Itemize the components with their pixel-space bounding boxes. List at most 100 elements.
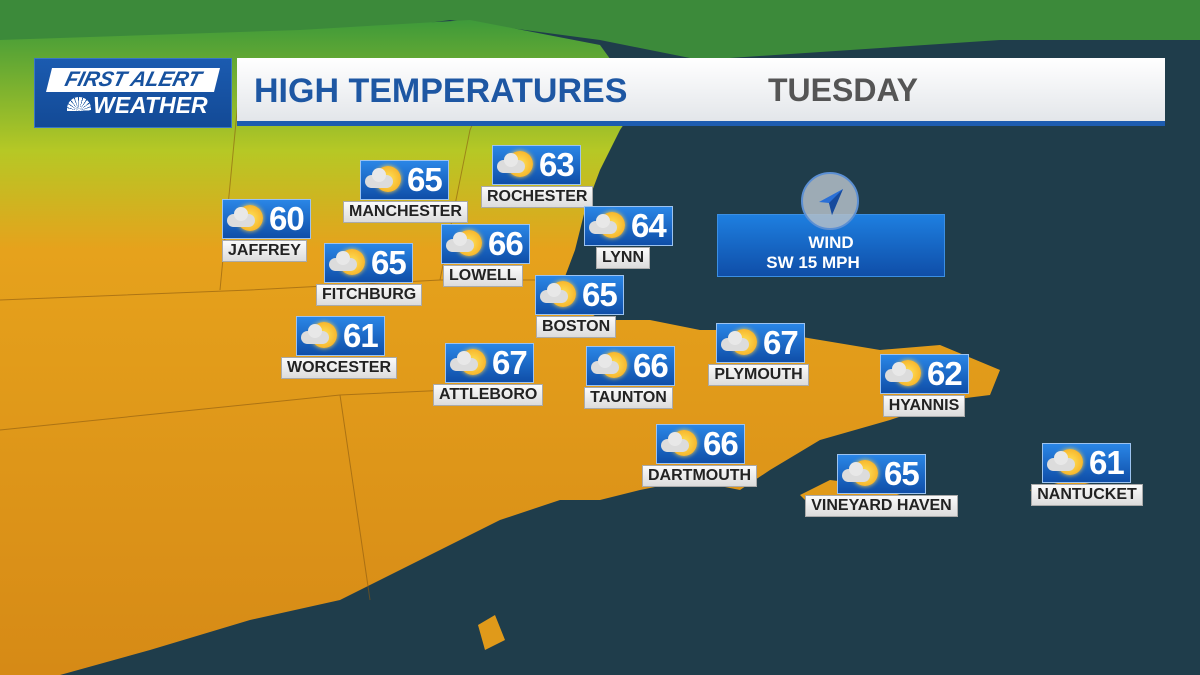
city-marker: 65 (360, 160, 449, 200)
city-label-wrap: VINEYARD HAVEN (799, 494, 964, 517)
city-marker: 65 (837, 454, 926, 494)
temperature-box: 66 (586, 346, 675, 386)
city-name: LYNN (595, 247, 651, 269)
city-marker: 67 (445, 343, 534, 383)
city-marker: 65 (324, 243, 413, 283)
city-marker: 67 (716, 323, 805, 363)
city-label-wrap: WORCESTER (281, 356, 397, 379)
city-label-wrap: BOSTON (536, 315, 617, 338)
city-marker: 61 (296, 316, 385, 356)
city-marker: 63 (492, 145, 581, 185)
city-temperature: 66 (488, 225, 524, 262)
forecast-day: TUESDAY (768, 72, 918, 108)
partly-cloudy-icon (538, 279, 578, 311)
city-temperature: 66 (703, 425, 739, 462)
partly-cloudy-icon (589, 350, 629, 382)
temperature-box: 63 (492, 145, 581, 185)
city-name: HYANNIS (882, 395, 966, 417)
partly-cloudy-icon (883, 358, 923, 390)
temperature-box: 67 (445, 343, 534, 383)
city-marker: 66 (656, 424, 745, 464)
city-temperature: 67 (492, 344, 528, 381)
peacock-icon (67, 97, 91, 111)
city-name: PLYMOUTH (708, 364, 809, 386)
city-name: LOWELL (443, 265, 523, 287)
city-marker: 65 (535, 275, 624, 315)
city-marker: 66 (441, 224, 530, 264)
partly-cloudy-icon (495, 149, 535, 181)
temperature-box: 65 (324, 243, 413, 283)
city-name: TAUNTON (584, 387, 673, 409)
temperature-box: 65 (535, 275, 624, 315)
city-marker: 66 (586, 346, 675, 386)
temperature-box: 64 (584, 206, 673, 246)
temperature-box: 65 (837, 454, 926, 494)
city-label-wrap: ATTLEBORO (433, 383, 544, 406)
header-bar: HIGH TEMPERATURES TUESDAY (237, 58, 1165, 126)
partly-cloudy-icon (659, 428, 699, 460)
logo-line1: FIRST ALERT (46, 68, 220, 92)
partly-cloudy-icon (719, 327, 759, 359)
logo-line2: WEATHER (93, 92, 208, 118)
city-name: VINEYARD HAVEN (805, 495, 958, 517)
city-temperature: 60 (269, 200, 305, 237)
city-label-wrap: LOWELL (443, 264, 523, 287)
wind-direction-dial (801, 172, 859, 230)
city-marker: 64 (584, 206, 673, 246)
city-label-wrap: TAUNTON (584, 386, 673, 409)
city-label-wrap: ROCHESTER (481, 185, 594, 208)
temperature-box: 61 (296, 316, 385, 356)
city-name: MANCHESTER (343, 201, 468, 223)
city-temperature: 66 (633, 347, 669, 384)
city-marker: 62 (880, 354, 969, 394)
block-island (478, 615, 505, 650)
partly-cloudy-icon (840, 458, 880, 490)
city-label-wrap: DARTMOUTH (642, 464, 758, 487)
partly-cloudy-icon (363, 164, 403, 196)
northern-land (0, 0, 1200, 60)
city-name: NANTUCKET (1031, 484, 1143, 506)
city-name: BOSTON (536, 316, 617, 338)
first-alert-weather-logo: FIRST ALERT WEATHER (34, 58, 232, 128)
partly-cloudy-icon (327, 247, 367, 279)
page-title: HIGH TEMPERATURES (254, 72, 628, 110)
city-temperature: 65 (582, 276, 618, 313)
partly-cloudy-icon (448, 347, 488, 379)
wind-label: WIND (808, 233, 854, 252)
partly-cloudy-icon (225, 203, 265, 235)
city-temperature: 61 (1089, 444, 1125, 481)
navigation-arrow-icon (819, 189, 843, 215)
wind-value: SW 15 MPH (766, 253, 860, 272)
city-name: WORCESTER (281, 357, 397, 379)
city-label-wrap: JAFFREY (222, 239, 307, 262)
city-temperature: 65 (371, 244, 407, 281)
city-label-wrap: LYNN (595, 246, 651, 269)
temperature-box: 61 (1042, 443, 1131, 483)
city-name: FITCHBURG (316, 284, 423, 306)
city-label-wrap: PLYMOUTH (708, 363, 809, 386)
city-label-wrap: FITCHBURG (316, 283, 423, 306)
city-marker: 61 (1042, 443, 1131, 483)
city-name: ROCHESTER (481, 186, 594, 208)
temperature-box: 66 (441, 224, 530, 264)
city-label-wrap: MANCHESTER (343, 200, 468, 223)
partly-cloudy-icon (444, 228, 484, 260)
city-temperature: 63 (539, 146, 575, 183)
partly-cloudy-icon (1045, 447, 1085, 479)
partly-cloudy-icon (299, 320, 339, 352)
city-temperature: 65 (884, 455, 920, 492)
city-name: DARTMOUTH (642, 465, 758, 487)
temperature-box: 60 (222, 199, 311, 239)
city-temperature: 65 (407, 161, 443, 198)
city-name: ATTLEBORO (433, 384, 544, 406)
temperature-box: 66 (656, 424, 745, 464)
temperature-box: 65 (360, 160, 449, 200)
city-temperature: 61 (343, 317, 379, 354)
city-temperature: 64 (631, 207, 667, 244)
city-name: JAFFREY (222, 240, 307, 262)
city-temperature: 67 (763, 324, 799, 361)
city-label-wrap: HYANNIS (880, 394, 968, 417)
temperature-box: 62 (880, 354, 969, 394)
city-label-wrap: NANTUCKET (1026, 483, 1148, 506)
city-temperature: 62 (927, 355, 963, 392)
